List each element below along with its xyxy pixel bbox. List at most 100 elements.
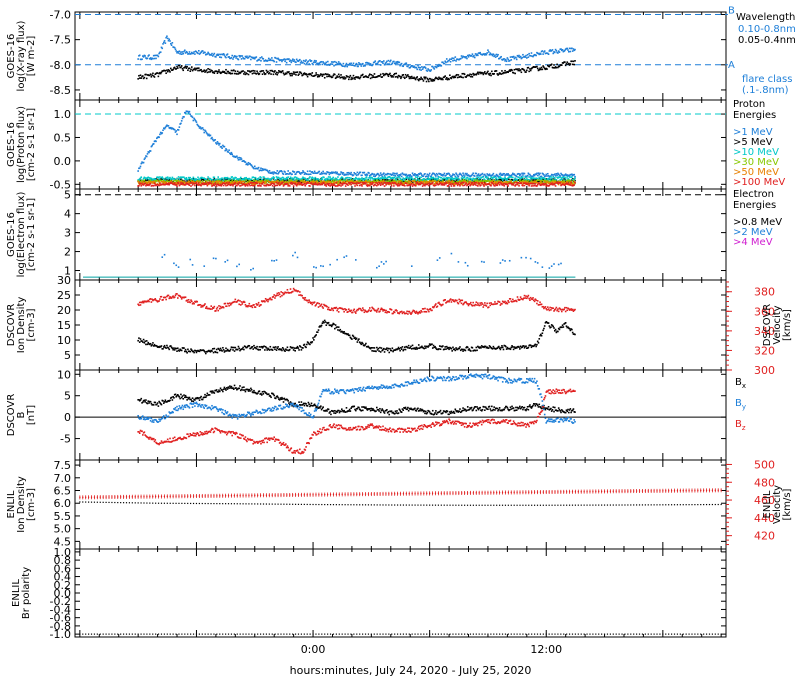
data-point <box>292 182 294 184</box>
data-point <box>461 175 464 178</box>
data-point <box>185 67 188 69</box>
data-point <box>284 171 286 173</box>
data-point <box>245 163 248 166</box>
data-point <box>473 56 476 59</box>
data-point <box>229 71 231 74</box>
data-point <box>138 337 140 339</box>
data-point <box>566 176 569 178</box>
data-point <box>362 183 365 185</box>
data-point <box>150 145 153 148</box>
data-point <box>231 179 234 182</box>
data-point <box>350 78 352 81</box>
data-point <box>557 263 560 266</box>
data-point <box>377 183 380 186</box>
data-point <box>423 178 426 180</box>
data-point <box>341 182 343 185</box>
data-point <box>334 185 337 187</box>
data-point <box>573 63 576 66</box>
data-point <box>207 51 209 54</box>
data-point <box>302 74 304 76</box>
data-point <box>402 177 405 179</box>
data-point <box>158 52 160 55</box>
data-point <box>185 182 188 184</box>
data-point <box>217 183 220 186</box>
data-point <box>248 183 251 186</box>
data-point <box>567 62 570 65</box>
data-point <box>288 179 290 182</box>
data-point <box>565 63 568 65</box>
data-point <box>149 177 151 179</box>
data-point <box>161 256 164 258</box>
data-point <box>557 183 560 186</box>
data-point <box>362 181 364 184</box>
data-point <box>238 180 241 183</box>
data-point <box>222 182 224 185</box>
legend-entry: 0.05-0.4nm <box>738 35 796 46</box>
data-point <box>153 343 156 346</box>
data-point <box>553 64 555 66</box>
data-point <box>205 182 208 185</box>
data-point <box>295 184 298 187</box>
data-point <box>323 176 325 179</box>
data-point <box>157 180 160 183</box>
data-point <box>551 49 554 51</box>
data-point <box>350 183 352 186</box>
data-point <box>268 169 271 172</box>
data-point <box>331 172 334 174</box>
data-point <box>339 180 342 182</box>
data-point <box>569 50 572 53</box>
data-point <box>384 176 387 179</box>
data-point <box>320 176 323 179</box>
data-point <box>566 61 569 63</box>
data-point <box>145 340 148 342</box>
data-point <box>455 182 457 184</box>
data-point <box>337 181 340 184</box>
data-point <box>379 172 382 174</box>
data-point <box>141 58 143 61</box>
data-point <box>161 47 164 50</box>
data-point <box>155 180 157 183</box>
data-point <box>329 179 331 181</box>
data-point <box>162 43 164 45</box>
data-point <box>242 178 244 180</box>
data-point <box>542 173 544 175</box>
data-point <box>547 53 550 56</box>
data-point <box>277 178 279 181</box>
data-point <box>501 59 504 61</box>
data-point <box>267 59 269 62</box>
data-point <box>396 75 398 78</box>
data-point <box>523 184 526 187</box>
data-point <box>509 70 512 72</box>
data-point <box>520 57 523 60</box>
data-point <box>233 179 236 182</box>
data-point <box>165 125 167 128</box>
data-point <box>336 75 338 77</box>
data-point <box>445 58 448 60</box>
data-point <box>260 56 263 58</box>
data-point <box>232 178 234 180</box>
data-point <box>176 50 179 53</box>
data-point <box>337 62 339 65</box>
data-point <box>424 66 426 69</box>
data-point <box>358 182 360 184</box>
data-point <box>405 76 408 78</box>
data-point <box>513 181 516 184</box>
data-point <box>159 51 162 53</box>
data-point <box>143 158 146 161</box>
data-point <box>173 177 175 180</box>
data-point <box>561 179 564 182</box>
data-point <box>313 183 316 186</box>
data-point <box>170 180 173 183</box>
data-point <box>421 68 424 70</box>
data-point <box>330 63 332 65</box>
data-point <box>327 179 329 181</box>
data-point <box>315 72 317 74</box>
data-point <box>195 178 198 180</box>
data-point <box>557 173 560 176</box>
ytick-label: -7.5 <box>50 34 71 47</box>
data-point <box>288 73 291 75</box>
data-point <box>209 180 212 182</box>
data-point <box>328 178 331 181</box>
data-point <box>253 72 255 74</box>
